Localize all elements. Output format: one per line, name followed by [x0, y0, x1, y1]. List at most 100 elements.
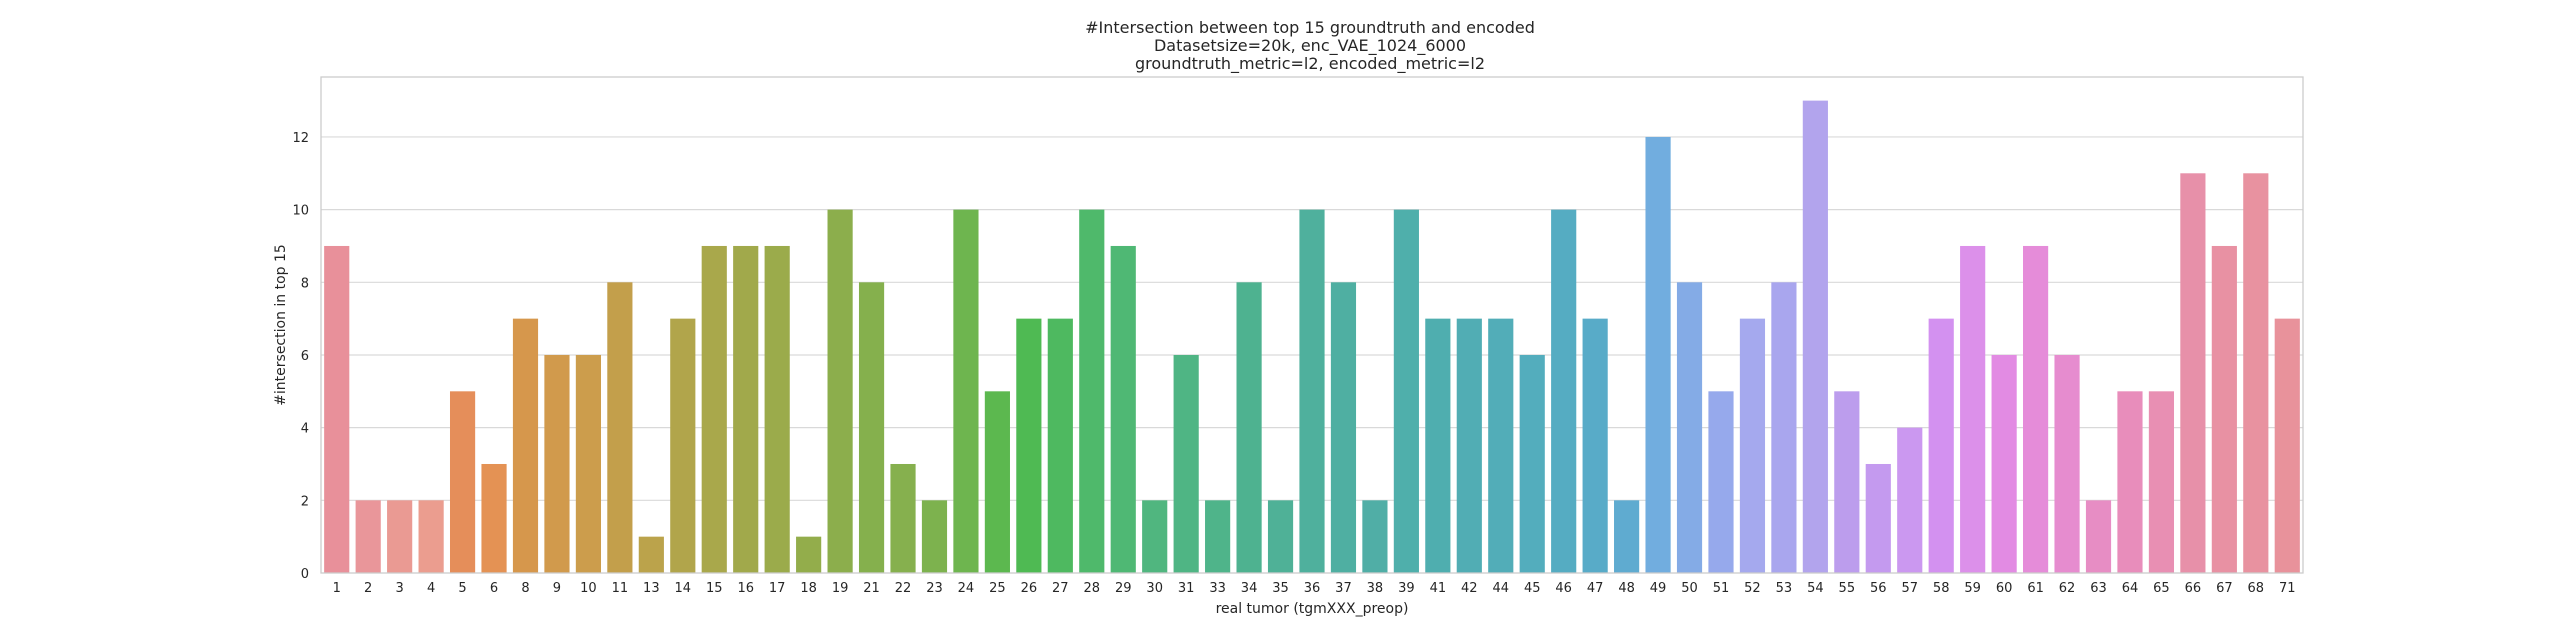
- bar: [1802, 100, 1828, 573]
- bar: [1330, 282, 1357, 573]
- bar: [1488, 318, 1514, 573]
- x-tick-label: 13: [643, 581, 660, 596]
- bar: [1047, 318, 1073, 573]
- x-tick-label: 16: [737, 581, 754, 596]
- x-tick-label: 71: [2279, 581, 2296, 596]
- x-tick-label: 23: [926, 581, 943, 596]
- x-tick-label: 14: [675, 581, 692, 596]
- x-tick-label: 17: [769, 581, 786, 596]
- bar: [1960, 245, 1986, 573]
- bar: [1991, 354, 2017, 573]
- bar: [1897, 427, 1923, 573]
- x-tick-label: 61: [2027, 581, 2044, 596]
- bar: [1645, 136, 1671, 573]
- chart-title-line-2: Datasetsize=20k, enc_VAE_1024_6000: [1153, 36, 1467, 55]
- x-tick-label: 58: [1933, 581, 1950, 596]
- x-tick-label: 18: [800, 581, 817, 596]
- x-tick-label: 24: [958, 581, 975, 596]
- bar: [921, 500, 948, 573]
- bar: [1928, 318, 1954, 573]
- bar: [2054, 354, 2080, 573]
- bar: [1205, 500, 1231, 573]
- x-tick-label: 53: [1776, 581, 1793, 596]
- x-tick-label: 56: [1870, 581, 1887, 596]
- x-tick-label: 15: [706, 581, 723, 596]
- bar: [1079, 209, 1105, 573]
- x-tick-label: 50: [1681, 581, 1698, 596]
- bar: [733, 245, 759, 573]
- bar: [418, 500, 444, 573]
- bar: [827, 209, 853, 573]
- bar: [2023, 245, 2049, 573]
- bar: [544, 354, 570, 573]
- bar: [1865, 463, 1891, 573]
- bar: [575, 354, 601, 573]
- bar: [984, 391, 1010, 573]
- x-tick-label: 2: [364, 581, 372, 596]
- x-tick-label: 31: [1178, 581, 1195, 596]
- x-tick-label: 19: [832, 581, 849, 596]
- x-tick-label: 8: [521, 581, 529, 596]
- bar: [355, 500, 381, 573]
- x-tick-label: 47: [1587, 581, 1604, 596]
- chart-title-line-1: #Intersection between top 15 groundtruth…: [1085, 18, 1535, 37]
- x-tick-label: 27: [1052, 581, 1069, 596]
- x-axis-label: real tumor (tgmXXX_preop): [1216, 601, 1409, 617]
- x-tick-label: 25: [989, 581, 1006, 596]
- x-tick-label: 52: [1744, 581, 1761, 596]
- bar: [481, 463, 507, 573]
- x-tick-label: 9: [553, 581, 561, 596]
- x-tick-label: 36: [1304, 581, 1321, 596]
- x-tick-label: 33: [1209, 581, 1226, 596]
- bar: [2180, 173, 2206, 574]
- bar: [1614, 500, 1640, 573]
- bar: [1142, 500, 1168, 573]
- x-tick-label: 49: [1650, 581, 1667, 596]
- x-tick-label: 6: [490, 581, 498, 596]
- bar: [2211, 245, 2237, 573]
- x-tick-labels: 1 2 3 4 5 6 8 9 10 11 13 14 15 16 17 18 19 21 22 23 24 25 26 27…: [333, 581, 2296, 596]
- x-tick-label: 68: [2248, 581, 2265, 596]
- x-tick-label: 29: [1115, 581, 1132, 596]
- bar: [1299, 209, 1325, 573]
- bar: [2117, 391, 2143, 573]
- bar: [953, 209, 979, 573]
- bar: [324, 245, 350, 573]
- x-tick-label: 42: [1461, 581, 1478, 596]
- bar: [1519, 354, 1545, 573]
- bar: [764, 245, 790, 573]
- y-tick-label: 4: [301, 422, 309, 437]
- x-tick-label: 44: [1492, 581, 1509, 596]
- x-tick-label: 51: [1713, 581, 1730, 596]
- y-tick-label: 6: [301, 349, 309, 364]
- x-tick-label: 65: [2153, 581, 2170, 596]
- x-tick-label: 11: [612, 581, 629, 596]
- bar: [1016, 318, 1042, 573]
- bar: [1393, 209, 1419, 573]
- bar: [2085, 500, 2112, 573]
- x-tick-label: 66: [2185, 581, 2202, 596]
- x-tick-label: 37: [1335, 581, 1352, 596]
- bar: [1771, 282, 1797, 573]
- bar: [449, 391, 476, 573]
- axes-frame: [320, 76, 2304, 574]
- bar: [512, 318, 539, 573]
- x-tick-label: 64: [2122, 581, 2139, 596]
- bar: [1739, 318, 1766, 573]
- x-tick-label: 34: [1241, 581, 1258, 596]
- bar: [2243, 173, 2269, 574]
- y-tick-label: 12: [292, 131, 309, 146]
- x-tick-label: 10: [580, 581, 597, 596]
- plot-frame: [320, 76, 2304, 574]
- bar: [858, 282, 885, 573]
- bar: [387, 500, 413, 573]
- chart-title-line-3: groundtruth_metric=l2, encoded_metric=l2: [1134, 54, 1486, 73]
- x-tick-label: 30: [1146, 581, 1163, 596]
- x-tick-label: 39: [1398, 581, 1415, 596]
- bar: [1425, 318, 1451, 573]
- bar: [890, 463, 916, 573]
- x-tick-label: 46: [1555, 581, 1572, 596]
- x-tick-label: 57: [1901, 581, 1918, 596]
